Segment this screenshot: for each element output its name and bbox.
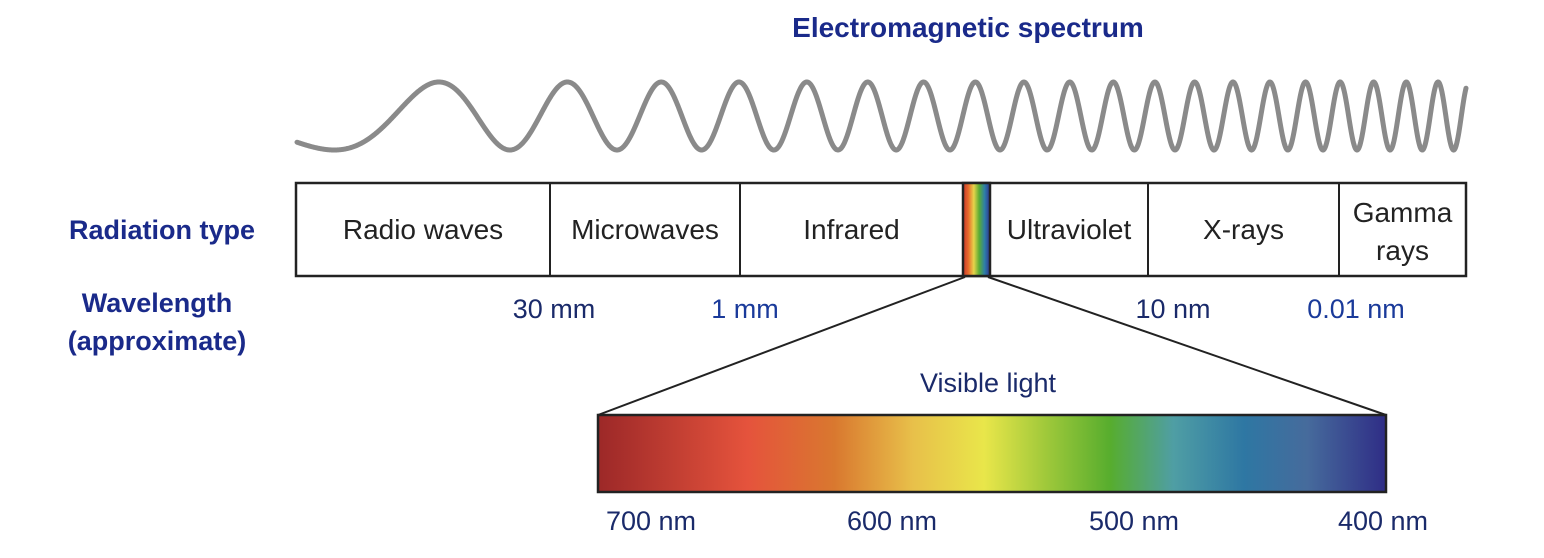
cell-x-rays: X-rays [1203, 214, 1284, 245]
wavelength-0-01nm: 0.01 nm [1307, 294, 1405, 324]
visible-tick-600: 600 nm [846, 506, 938, 536]
cell-gamma-line1: Gamma [1352, 197, 1453, 228]
zoom-line-left [597, 276, 966, 416]
cell-radio-waves: Radio waves [342, 214, 504, 245]
wavelength-30mm: 30 mm [512, 294, 596, 324]
radiation-box-outline [294, 181, 1468, 278]
cell-microwaves: Microwaves [571, 214, 719, 245]
visible-strip [961, 181, 992, 278]
cell-gamma-rays: Gamma rays [1339, 194, 1466, 270]
wavelength-1mm: 1 mm [711, 294, 779, 324]
radiation-type-label: Radiation type [68, 215, 256, 245]
zoom-line-right [987, 276, 1387, 416]
cell-gamma-line2: rays [1376, 235, 1429, 266]
visible-tick-400: 400 nm [1337, 506, 1429, 536]
cell-infrared: Infrared [803, 214, 900, 245]
wavelength-10nm: 10 nm [1135, 294, 1211, 324]
wavelength-label-line1: Wavelength [81, 288, 233, 318]
visible-tick-700: 700 nm [605, 506, 697, 536]
wavelength-label: Wavelength (approximate) [52, 284, 262, 360]
visible-light-bar [596, 413, 1388, 494]
wavelength-label-line2: (approximate) [67, 326, 247, 356]
cell-ultraviolet: Ultraviolet [1006, 214, 1132, 245]
wave-line [294, 79, 1469, 153]
visible-light-title: Visible light [919, 368, 1057, 398]
diagram-title: Electromagnetic spectrum [792, 12, 1144, 43]
visible-tick-500: 500 nm [1088, 506, 1180, 536]
